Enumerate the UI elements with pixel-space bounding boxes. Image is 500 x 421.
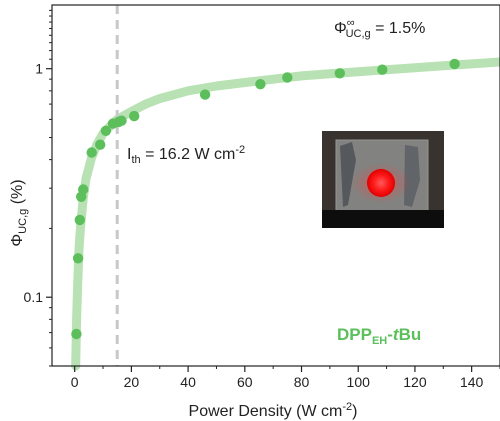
x-tick-label: 60 (237, 374, 253, 390)
ith-symbol: I (127, 146, 131, 163)
data-point (100, 125, 112, 136)
data-point (86, 147, 97, 158)
data-point (255, 79, 266, 90)
ith-value: = 16.2 W cm (141, 146, 236, 163)
x-axis-title: Power Density (W cm-2) (189, 401, 358, 420)
data-points-layer (71, 58, 460, 340)
threshold-annotation: Ith = 16.2 W cm-2 (127, 144, 245, 166)
series-label-italic: t (393, 325, 400, 344)
phi-subscript: UC,g (346, 28, 371, 40)
ith-subscript: th (131, 154, 140, 166)
x-tick-label: 20 (124, 374, 140, 390)
photo-base (322, 210, 444, 228)
data-point (377, 64, 388, 75)
y-axis-title-unit: (%) (9, 179, 26, 208)
plot-frame (51, 4, 500, 367)
fit-curve (71, 57, 500, 371)
y-axis-ticks: 0.11 (24, 9, 52, 367)
x-axis-title-main: Power Density (W cm (189, 403, 343, 420)
ith-superscript: -2 (235, 144, 245, 156)
series-label-end: Bu (399, 325, 422, 344)
x-tick-label: 120 (403, 374, 427, 390)
upconversion-glow (367, 169, 395, 197)
y-tick-label: 0.1 (24, 289, 44, 305)
y-tick-label: 1 (35, 61, 43, 77)
x-axis-ticks: 0 20 40 60 80 100 120 140 (71, 366, 500, 390)
x-tick-label: 140 (460, 374, 484, 390)
max-yield-annotation: Φ∞ UC,g = 1.5% (334, 17, 425, 40)
x-axis-title-close: ) (352, 403, 357, 420)
y-axis-title-symbol: Φ (9, 234, 26, 247)
phi-symbol: Φ (334, 20, 347, 37)
x-tick-label: 40 (180, 374, 196, 390)
glass-streak-left (340, 142, 356, 207)
phi-superscript: ∞ (347, 17, 355, 29)
series-label-dash: - (387, 325, 393, 344)
x-tick-label: 80 (294, 374, 310, 390)
y-axis-title: ΦUC,g (%) (9, 179, 29, 246)
data-point (334, 68, 345, 79)
data-point (95, 139, 106, 150)
data-point (72, 253, 84, 264)
phi-value: = 1.5% (371, 20, 426, 37)
sample-photo-inset (322, 131, 444, 228)
x-tick-label: 0 (71, 374, 79, 390)
y-axis-title-subscript: UC,g (17, 209, 29, 234)
series-label-main: DPP (337, 325, 372, 344)
series-label: DPPEH-tBu (337, 325, 421, 347)
x-tick-label: 100 (347, 374, 371, 390)
x-axis-title-superscript: -2 (342, 401, 352, 413)
data-point (199, 89, 211, 100)
data-point (74, 214, 86, 226)
data-point (78, 184, 89, 195)
data-point (282, 72, 293, 83)
data-point (116, 115, 127, 126)
data-point (71, 328, 82, 340)
fit-curve-layer (71, 57, 500, 371)
data-point (129, 110, 140, 122)
series-label-subscript: EH (372, 335, 387, 347)
data-point (449, 58, 460, 70)
